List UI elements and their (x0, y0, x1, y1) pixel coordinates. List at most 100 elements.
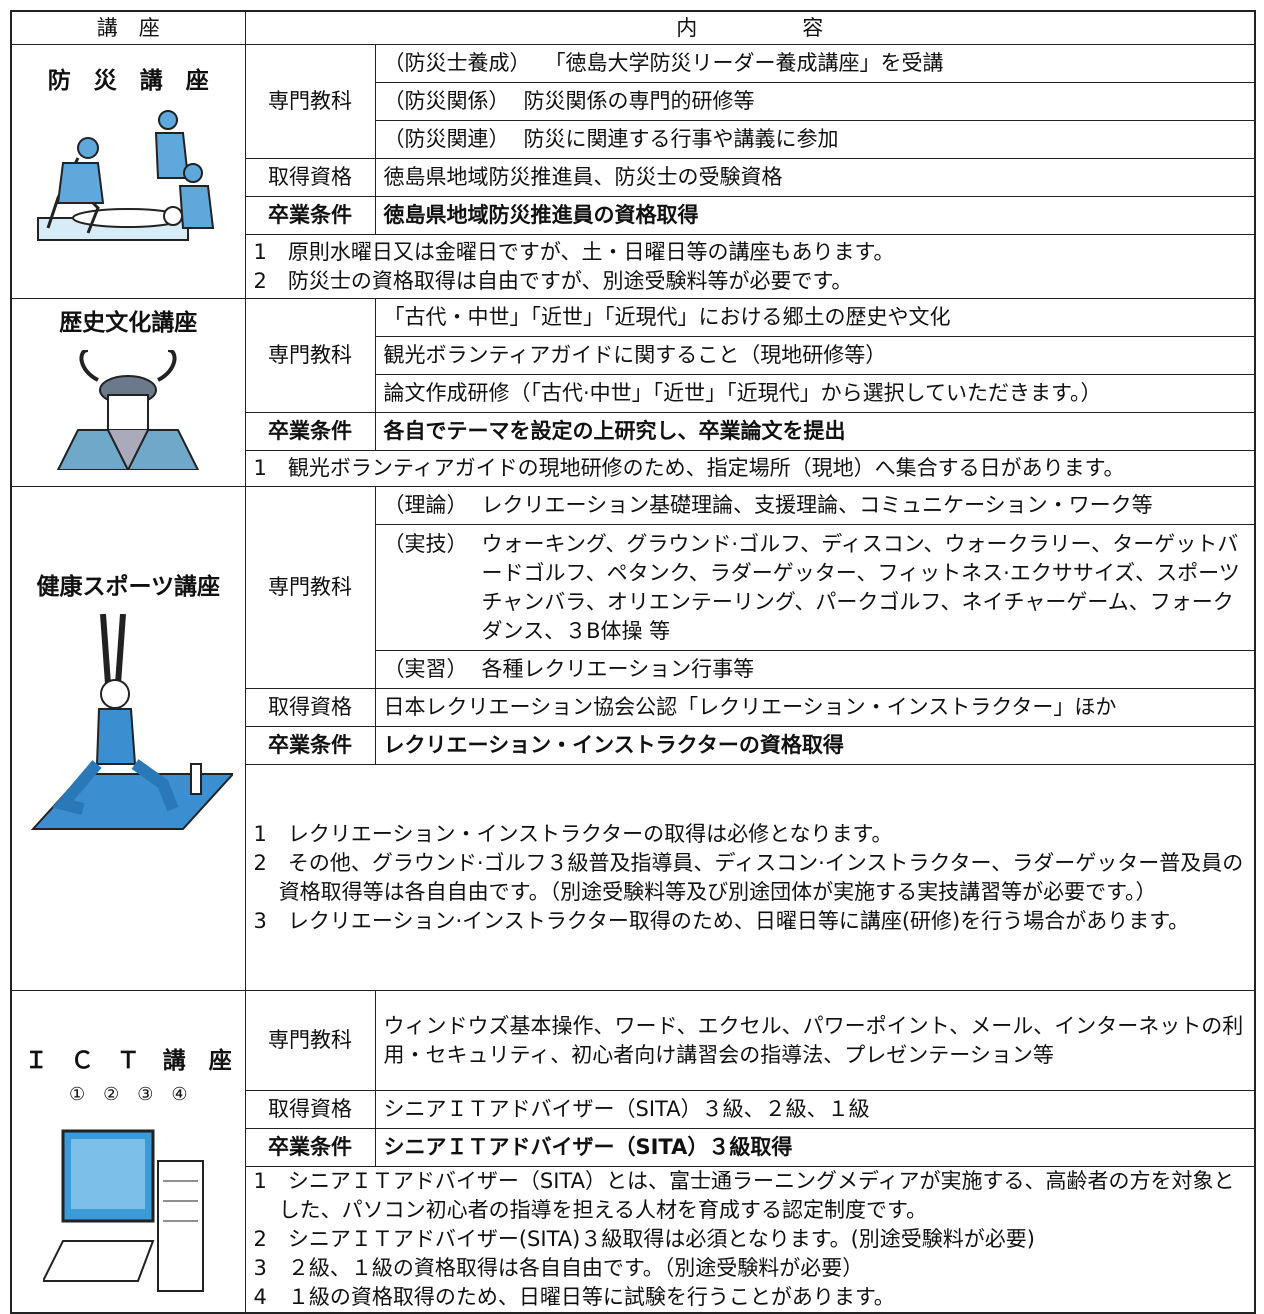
illustration-shape (56, 348, 200, 473)
notes-cell: 1 観光ボランティアガイドの現地研修のため、指定場所（現地）へ集合する日がありま… (244, 450, 1256, 487)
item-text: 各種レクリエーション行事等 (481, 657, 755, 681)
illustration-shape (100, 613, 127, 685)
table-row: Ｉ Ｃ Ｔ 講 座 ① ② ③ ④ 専門教科 ウィンドウズ基本操作、ワード、エクセル、… (10, 990, 1256, 1314)
course-name: 健康スポーツ講座 (36, 574, 221, 600)
table-row: 卒業条件 徳島県地域防災推進員の資格取得 (11, 196, 1256, 235)
illustration (12, 613, 244, 862)
notes-cell: 1 原則水曜日又は金曜日ですが、土・日曜日等の講座もあります。 2 防災士の資格取… (244, 234, 1256, 299)
illustration-shape (157, 1160, 205, 1292)
item-prefix: （防災関連） (383, 127, 510, 151)
row-label: 取得資格 (244, 688, 376, 727)
item: （防災関係） 防災関係の専門的研修等 (384, 87, 1247, 116)
table-row: （実技） ウォーキング、グラウンド·ゴルフ、ディスコン、ウォークラリー、ターゲット… (11, 524, 1256, 651)
note: 2 その他、グラウンド·ゴルフ３級普及指導員、ディスコン·インストラクター、ラダ… (253, 850, 1244, 904)
item-prefix: （防災士養成） (383, 51, 531, 75)
table-body: 講 座 内 容 防 災 講 座専門教科 （防災士養成） 「徳島大学防災リーダー養成講… (10, 10, 1256, 1314)
illustration (12, 108, 244, 266)
row-label: 卒業条件 (244, 1128, 376, 1167)
item-text: ウォーキング、グラウンド·ゴルフ、ディスコン、ウォークラリー、ターゲットバードゴ… (481, 531, 1240, 643)
item-prefix: （実技） (383, 531, 468, 556)
content-cell: （理論） レクリエーション基礎理論、支援理論、コミュニケーション・ワーク等 (374, 486, 1256, 525)
note: 1 レクリエーション・インストラクターの取得は必修となります。 (253, 821, 893, 846)
note: 2 シニアＩＴアドバイザー(SITA)３級取得は必須となります。(別途受験料が必… (253, 1227, 1036, 1251)
item-text: 「徳島大学防災リーダー養成講座」を受講 (544, 51, 944, 75)
course-name-cell: 防 災 講 座 (10, 44, 246, 299)
course-table: 講 座 内 容 防 災 講 座専門教科 （防災士養成） 「徳島大学防災リーダー養成講… (10, 10, 1256, 1314)
row-label: 卒業条件 (244, 196, 376, 235)
content-cell: 「古代・中世」「近世」「近現代」における郷土の歴史や文化 (374, 298, 1256, 337)
item-text: レクリエーション基礎理論、支援理論、コミュニケーション・ワーク等 (481, 493, 1153, 517)
item-text: 論文作成研修（「古代·中世」「近世」「近現代」から選択していただきます。） (383, 381, 1102, 405)
note: 3 ２級、１級の資格取得は各自自由です。（別途受験料が必要） (253, 1256, 864, 1280)
content-cell: （防災関係） 防災関係の専門的研修等 (374, 82, 1256, 121)
illustration-shape (96, 708, 137, 765)
note: 3 レクリエーション·インストラクター取得のため、日曜日等に講座(研修)を行う場… (253, 908, 1190, 933)
row-label: 卒業条件 (244, 726, 376, 765)
course-name-cell: 歴史文化講座 (10, 298, 246, 487)
illustration-shape (37, 110, 215, 241)
illustration-shape (77, 137, 100, 159)
item-prefix: （理論） (383, 493, 468, 517)
course-name: Ｉ Ｃ Ｔ 講 座 (24, 1048, 232, 1074)
illustration (12, 348, 244, 478)
table-row: 取得資格 シニアＩＴアドバイザー（SITA）３級、２級、１級 (11, 1090, 1256, 1129)
course-name-cell: 健康スポーツ講座 (10, 486, 246, 991)
header-cell: 内 容 (244, 10, 1256, 45)
content-cell: 徳島県地域防災推進員の資格取得 (374, 196, 1256, 235)
item: （実習） 各種レクリエーション行事等 (384, 655, 1247, 684)
content-cell: シニアＩＴアドバイザー（SITA）３級、２級、１級 (374, 1090, 1256, 1129)
content-cell: ウィンドウズ基本操作、ワード、エクセル、パワーポイント、メール、インターネットの… (374, 990, 1256, 1091)
row-label: 専門教科 (244, 298, 376, 413)
illustration-shape (183, 163, 204, 183)
item-prefix: （防災関係） (383, 89, 510, 113)
content-cell: 徳島県地域防災推進員、防災士の受験資格 (374, 158, 1256, 197)
table-row: 1 観光ボランティアガイドの現地研修のため、指定場所（現地）へ集合する日がありま… (11, 450, 1256, 487)
item: （理論） レクリエーション基礎理論、支援理論、コミュニケーション・ワーク等 (384, 491, 1247, 520)
illustration-shape (100, 679, 131, 709)
course-name: 防 災 講 座 (47, 68, 209, 94)
row-label: 専門教科 (244, 44, 376, 159)
note: 2 防災士の資格取得は自由ですが、別途受験料等が必要です。 (253, 268, 853, 293)
row-label: 専門教科 (244, 486, 376, 689)
table-row: 1 レクリエーション・インストラクターの取得は必修となります。 2 その他、グラウ… (11, 764, 1256, 991)
content-cell: （防災士養成） 「徳島大学防災リーダー養成講座」を受講 (374, 44, 1256, 83)
table-row: 歴史文化講座 専門教科 「古代・中世」「近世」「近現代」における郷土の歴史や文化 (10, 298, 1256, 487)
content-cell: 各自でテーマを設定の上研究し、卒業論文を提出 (374, 412, 1256, 451)
content-cell: 観光ボランティアガイドに関すること（現地研修等） (374, 336, 1256, 375)
note: 4 １級の資格取得のため、日曜日等に試験を行うことがあります。 (253, 1285, 895, 1309)
illustration-shape (163, 206, 184, 226)
content-cell: 論文作成研修（「古代·中世」「近世」「近現代」から選択していただきます。） (374, 374, 1256, 413)
illustration-shape (71, 1139, 146, 1209)
illustration-shape (179, 185, 215, 229)
notes-cell: 1 レクリエーション・インストラクターの取得は必修となります。 2 その他、グラウ… (244, 764, 1256, 991)
illustration-shape (41, 1240, 155, 1282)
content-cell: （防災関連） 防災に関連する行事や講義に参加 (374, 120, 1256, 159)
illustration-shape (190, 763, 203, 795)
illustration-shape (30, 613, 236, 830)
table-row: 防 災 講 座 専門教科 （防災士養成） 「徳島大学防災リーダー養成講座」を受講 (10, 44, 1256, 299)
row-label: 取得資格 (244, 1090, 376, 1129)
table-row: 卒業条件 各自でテーマを設定の上研究し、卒業論文を提出 (11, 412, 1256, 451)
illustration-shape (158, 110, 179, 130)
content-cell: レクリエーション・インストラクターの資格取得 (374, 726, 1256, 765)
row-label: 卒業条件 (244, 412, 376, 451)
note: 1 観光ボランティアガイドの現地研修のため、指定場所（現地）へ集合する日がありま… (253, 456, 1125, 480)
item-prefix: （実習） (383, 657, 468, 681)
content-cell: 日本レクリエーション協会公認「レクリエーション・インストラクター」ほか (374, 688, 1256, 727)
illustration-shape (107, 394, 150, 431)
item: ウィンドウズ基本操作、ワード、エクセル、パワーポイント、メール、インターネットの… (384, 1012, 1247, 1070)
course-name: 歴史文化講座 (59, 310, 198, 336)
course-subtitle: ① ② ③ ④ (68, 1084, 188, 1105)
table-row: 卒業条件 シニアＩＴアドバイザー（SITA）３級取得 (11, 1128, 1256, 1167)
course-name-cell: Ｉ Ｃ Ｔ 講 座 ① ② ③ ④ (10, 990, 246, 1314)
item: （実技） ウォーキング、グラウンド·ゴルフ、ディスコン、ウォークラリー、ターゲット… (384, 530, 1247, 646)
content-cell: （実習） 各種レクリエーション行事等 (374, 650, 1256, 689)
table-row: 1 原則水曜日又は金曜日ですが、土・日曜日等の講座もあります。 2 防災士の資格取… (11, 234, 1256, 299)
illustration-shape (79, 348, 177, 382)
table-row: 健康スポーツ講座 専門教科 （理論） レクリエーション基礎理論、支援理論、コミュニケー… (10, 486, 1256, 991)
row-label: 取得資格 (244, 158, 376, 197)
illustration-shape (41, 1129, 205, 1292)
item-text: 防災関係の専門的研修等 (523, 89, 755, 113)
illustration-shape (57, 162, 105, 204)
